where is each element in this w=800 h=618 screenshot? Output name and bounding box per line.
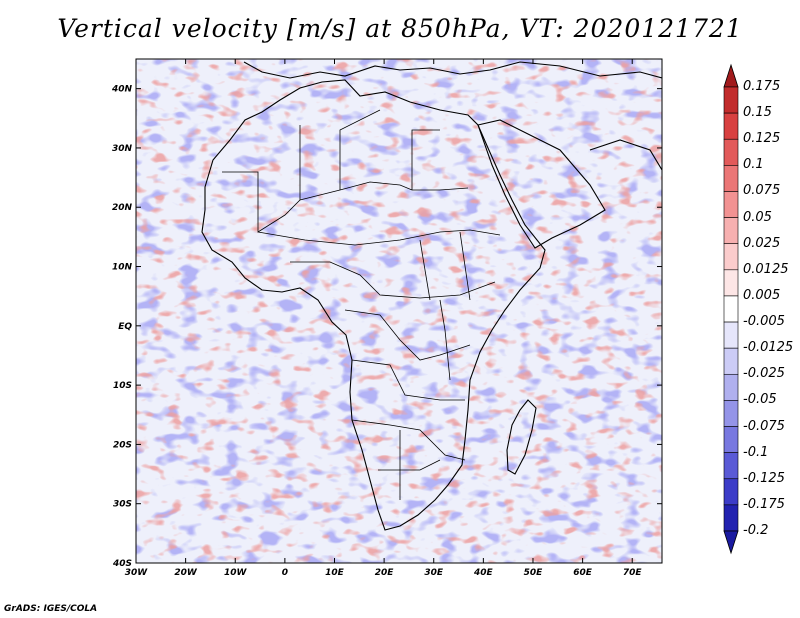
colorbar-label: -0.005 <box>743 314 785 330</box>
colorbar-label: 0.075 <box>743 183 781 199</box>
colorbar-swatch <box>723 504 739 532</box>
lon-tick-label: 50E <box>524 568 544 578</box>
colorbar <box>723 63 739 555</box>
lat-tick-label: 30S <box>113 500 132 510</box>
colorbar-label: 0.025 <box>743 235 781 251</box>
colorbar-label: -0.2 <box>743 523 769 538</box>
colorbar-label: -0.1 <box>743 444 769 460</box>
lat-tick-label: 40S <box>112 559 132 569</box>
colorbar-label: 0.005 <box>743 287 781 303</box>
lat-tick-label: 40N <box>111 85 133 95</box>
colorbar-swatch <box>723 217 739 245</box>
madagascar <box>506 399 537 475</box>
colorbar-swatch <box>723 426 739 453</box>
colorbar-swatch <box>723 321 739 349</box>
lon-tick-label: 0 <box>282 568 288 578</box>
colorbar-swatch <box>723 400 739 427</box>
lon-tick-label: 40E <box>473 568 494 578</box>
lon-tick-label: 10W <box>224 568 248 578</box>
lat-tick-label: EQ <box>118 322 132 332</box>
colorbar-bottom-arrow <box>723 530 739 555</box>
colorbar-label: 0.15 <box>743 105 772 121</box>
lon-tick-label: 60E <box>573 568 593 578</box>
colorbar-swatch <box>723 112 739 140</box>
longitude-axis: 30W 20W 10W 0 10E 20E 30E 40E 50E 60E 70E <box>125 59 643 578</box>
colorbar-label: 0.125 <box>743 131 781 147</box>
colorbar-swatch <box>723 165 739 192</box>
colorbar-swatch <box>723 191 739 218</box>
plot-title: Vertical velocity [m/s] at 850hPa, VT: 2… <box>57 14 743 43</box>
lat-tick-label: 20N <box>112 203 133 213</box>
lon-tick-label: 70E <box>623 568 643 578</box>
colorbar-label: 0.1 <box>743 157 764 173</box>
plot-frame <box>135 58 663 564</box>
colorbar-swatch <box>723 452 739 480</box>
latitude-axis: 40N 30N 20N 10N EQ 10S 20S 30S 40S <box>111 85 662 569</box>
lon-tick-label: 30E <box>424 568 444 578</box>
lat-tick-label: 30N <box>112 144 133 154</box>
velocity-field <box>136 59 662 563</box>
country-borders <box>222 109 501 500</box>
lat-tick-label: 10N <box>112 263 133 273</box>
persian-gulf <box>589 139 662 171</box>
africa-coastline <box>201 79 546 531</box>
colorbar-label: 0.05 <box>743 209 772 225</box>
lat-tick-label: 10S <box>113 381 132 391</box>
colorbar-swatch <box>723 295 739 323</box>
arabian-peninsula <box>477 119 606 249</box>
colorbar-swatch <box>723 86 739 114</box>
colorbar-swatch <box>723 243 739 271</box>
europe-coast <box>243 61 662 79</box>
colorbar-label: -0.075 <box>743 418 785 434</box>
lon-tick-label: 20E <box>375 568 395 578</box>
colorbar-swatch <box>723 478 739 506</box>
lon-tick-label: 30W <box>125 568 149 578</box>
coastlines <box>201 61 662 531</box>
colorbar-label: -0.025 <box>743 366 785 382</box>
colorbar-top-arrow <box>723 63 739 88</box>
colorbar-swatch <box>723 269 739 297</box>
colorbar-label: 0.175 <box>743 79 781 94</box>
colorbar-swatch <box>723 138 739 166</box>
colorbar-swatch <box>723 373 739 401</box>
colorbar-label: -0.05 <box>743 392 777 408</box>
lon-tick-label: 20W <box>174 568 198 578</box>
colorbar-label: -0.0125 <box>743 340 794 356</box>
colorbar-label: -0.175 <box>743 496 785 512</box>
colorbar-swatch <box>723 347 739 375</box>
lat-tick-label: 20S <box>113 440 132 450</box>
colorbar-label: 0.0125 <box>743 261 789 277</box>
grads-credit: GrADS: IGES/COLA <box>4 604 98 614</box>
colorbar-label: -0.125 <box>743 470 785 486</box>
lon-tick-label: 10E <box>325 568 345 578</box>
